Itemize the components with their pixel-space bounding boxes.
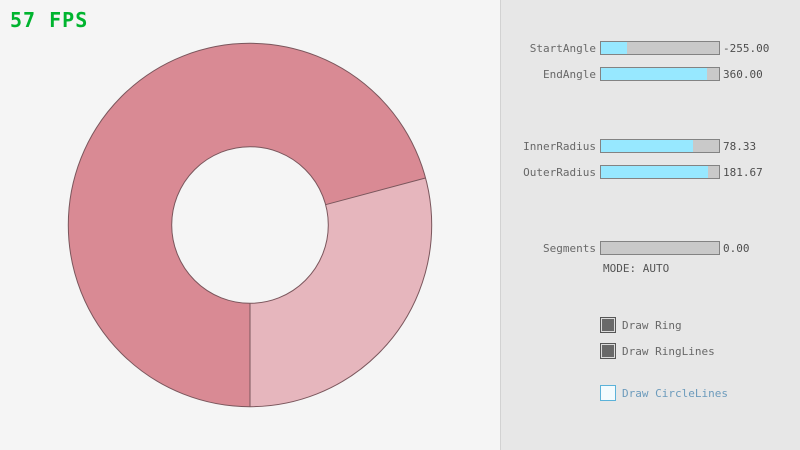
ring-chart <box>67 42 433 408</box>
inner-radius-row: InnerRadius 78.33 <box>0 139 800 153</box>
slider-fill <box>601 42 627 54</box>
draw-ringlines-checkbox[interactable] <box>600 343 616 359</box>
segments-row: Segments 0.00 <box>0 241 800 255</box>
segments-mode-label: MODE: AUTO <box>603 262 670 275</box>
outer-radius-slider[interactable] <box>600 165 720 179</box>
segments-slider[interactable] <box>600 241 720 255</box>
slider-fill <box>601 166 709 178</box>
checkbox-label: Draw RingLines <box>622 345 715 358</box>
start-angle-slider[interactable] <box>600 41 720 55</box>
outer-radius-row: OuterRadius 181.67 <box>0 165 800 179</box>
slider-fill <box>601 140 694 152</box>
slider-value: 181.67 <box>723 166 763 179</box>
ring-outline <box>67 42 433 408</box>
slider-label: StartAngle <box>529 42 596 55</box>
slider-value: 360.00 <box>723 68 763 81</box>
draw-ring-row: Draw Ring <box>0 317 800 333</box>
slider-label: OuterRadius <box>523 166 596 179</box>
slider-label: EndAngle <box>543 68 596 81</box>
end-angle-row: EndAngle 360.00 <box>0 67 800 81</box>
slider-fill <box>601 68 708 80</box>
inner-radius-slider[interactable] <box>600 139 720 153</box>
end-angle-slider[interactable] <box>600 67 720 81</box>
slider-value: -255.00 <box>723 42 770 55</box>
ring-single-pass-sector <box>250 178 432 407</box>
draw-circlelines-row: Draw CircleLines <box>0 385 800 401</box>
checkbox-label: Draw Ring <box>622 319 682 332</box>
slider-label: InnerRadius <box>523 140 596 153</box>
slider-value: 78.33 <box>723 140 757 153</box>
draw-ring-checkbox[interactable] <box>600 317 616 333</box>
checkbox-label: Draw CircleLines <box>622 387 728 400</box>
slider-label: Segments <box>543 242 596 255</box>
draw-circlelines-checkbox[interactable] <box>600 385 616 401</box>
draw-ringlines-row: Draw RingLines <box>0 343 800 359</box>
start-angle-row: StartAngle -255.00 <box>0 41 800 55</box>
fps-counter: 57 FPS <box>10 8 89 32</box>
slider-value: 0.00 <box>723 242 750 255</box>
